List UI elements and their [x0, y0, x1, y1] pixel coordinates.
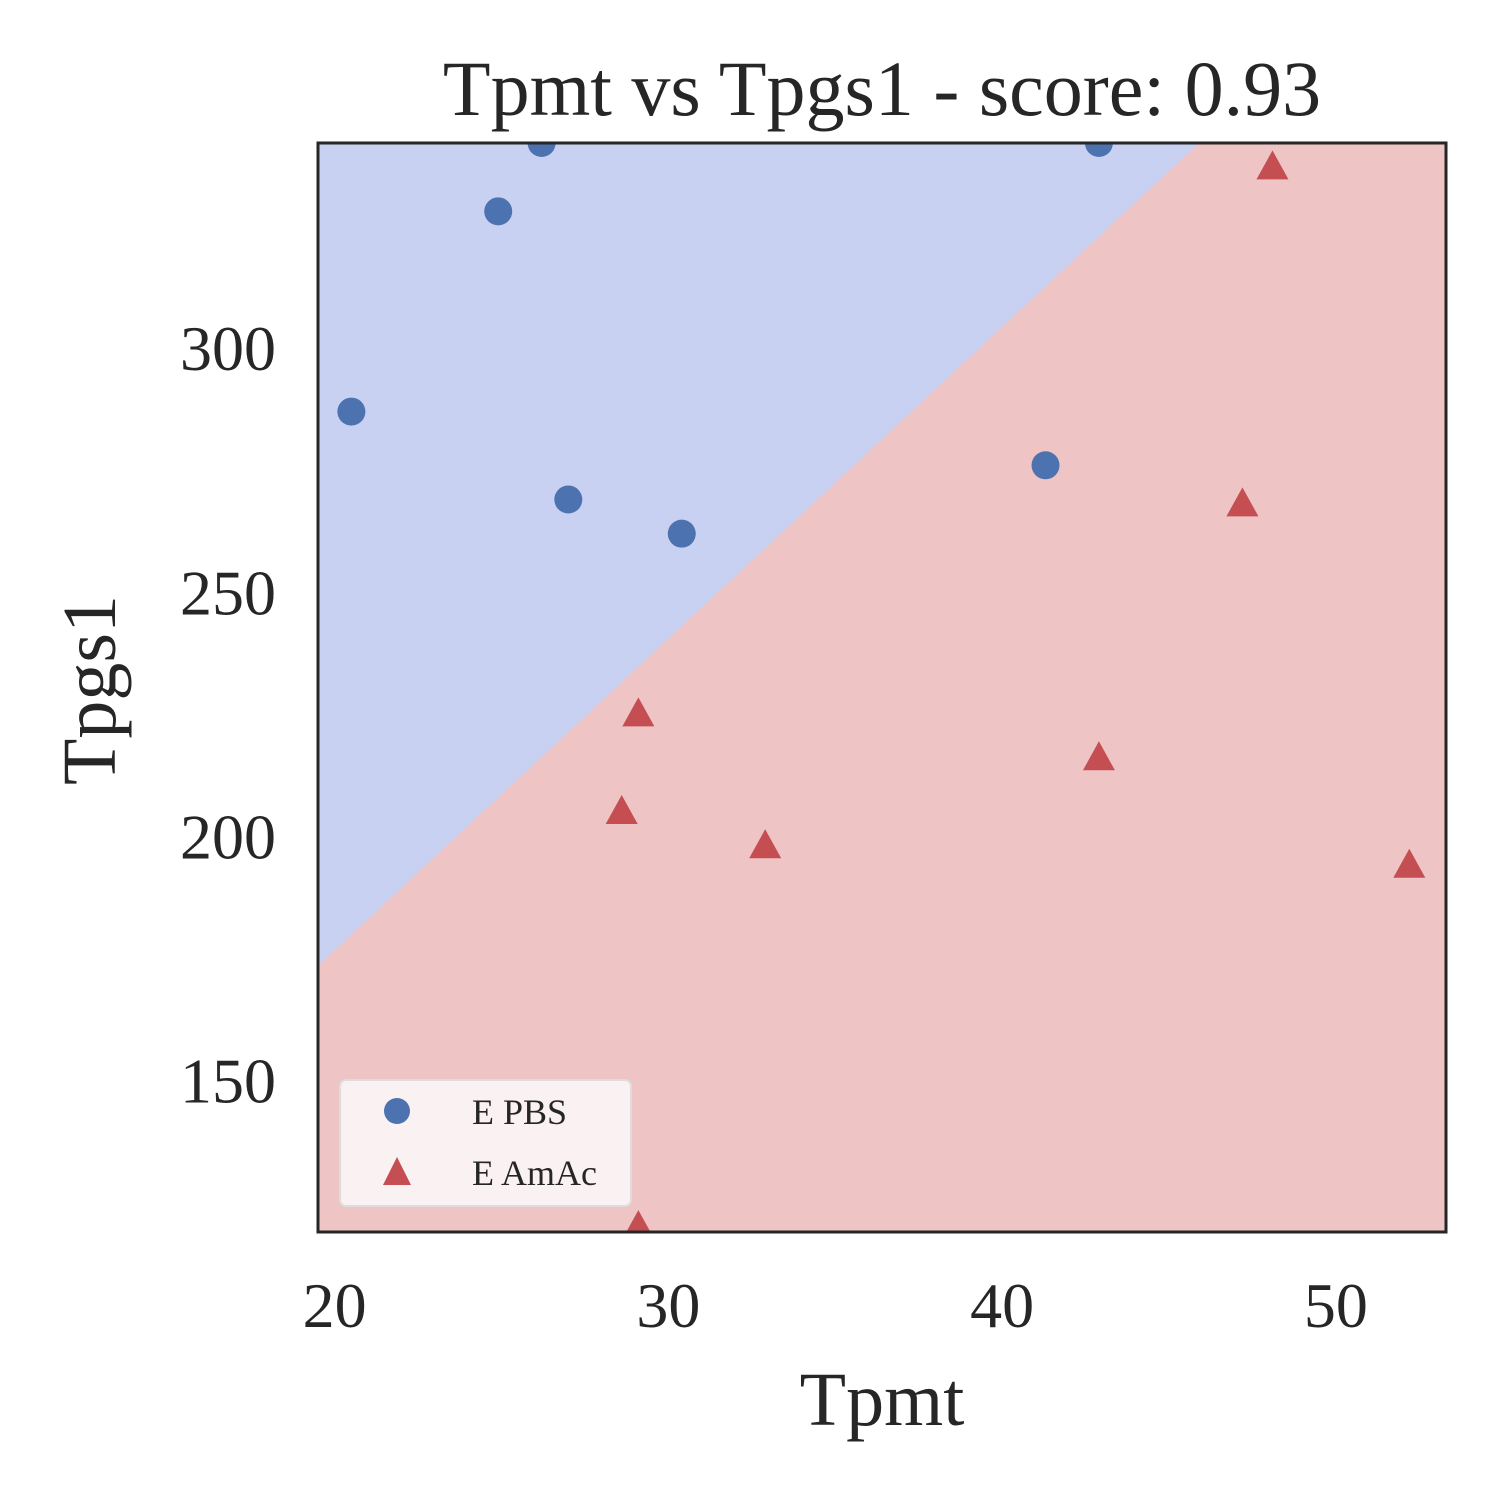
y-axis-label: Tpgs1: [48, 595, 132, 785]
legend: E PBS E AmAc: [339, 1079, 632, 1207]
x-tick-label: 40: [970, 1270, 1034, 1341]
legend-marker-e-pbs: [384, 1098, 410, 1124]
x-axis-label: Tpmt: [800, 1358, 965, 1442]
x-tick-labels: 20 30 40 50: [303, 1270, 1368, 1341]
point-e-pbs-4: [667, 519, 696, 548]
y-tick-labels: 150 200 250 300: [180, 313, 276, 1117]
y-tick-label: 200: [180, 801, 276, 872]
point-e-amac-4: [605, 795, 638, 825]
x-tick-label: 50: [1304, 1270, 1368, 1341]
legend-box: [339, 1079, 632, 1207]
legend-label-e-amac: E AmAc: [472, 1153, 597, 1193]
legend-marker-e-amac: [383, 1157, 411, 1185]
plot-frame: [316, 141, 1448, 1234]
y-tick-label: 300: [180, 313, 276, 384]
point-e-amac-0: [1256, 150, 1289, 180]
decision-regions: [318, 143, 1446, 1232]
point-e-pbs-6: [1084, 143, 1113, 157]
point-e-amac-5: [749, 829, 782, 859]
point-e-amac-7: [626, 1210, 651, 1232]
point-e-amac-1: [1226, 487, 1259, 517]
x-tick-label: 30: [636, 1270, 700, 1341]
legend-label-e-pbs: E PBS: [472, 1092, 567, 1132]
data-points: [337, 143, 1426, 1232]
x-tick-label: 20: [303, 1270, 367, 1341]
point-e-amac-6: [1393, 848, 1426, 878]
chart-title: Tpmt vs Tpgs1 - score: 0.93: [443, 45, 1321, 132]
point-e-amac-2: [622, 697, 655, 727]
point-e-pbs-1: [484, 197, 513, 226]
point-e-pbs-3: [554, 485, 583, 514]
point-e-pbs-0: [337, 397, 366, 426]
y-tick-label: 250: [180, 557, 276, 628]
y-tick-label: 150: [180, 1046, 276, 1117]
region-e-amac: [318, 143, 1446, 1232]
point-e-pbs-2: [527, 143, 556, 157]
point-e-amac-3: [1082, 741, 1115, 771]
point-e-pbs-5: [1031, 451, 1060, 480]
